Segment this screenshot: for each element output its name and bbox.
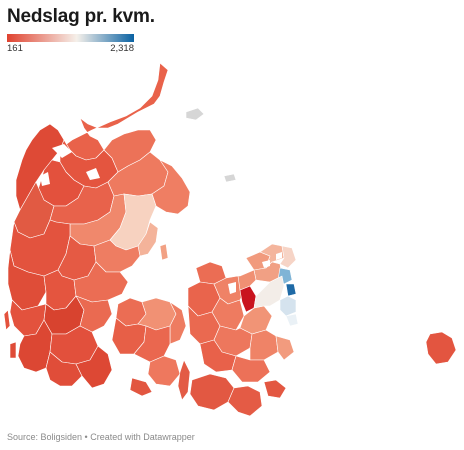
color-legend: 161 2,318 bbox=[7, 34, 134, 54]
legend-labels: 161 2,318 bbox=[7, 42, 134, 54]
region-lolland-falster bbox=[189, 373, 287, 417]
municipality-aero[interactable] bbox=[129, 377, 153, 397]
island-samso[interactable] bbox=[159, 243, 169, 261]
legend-min-label: 161 bbox=[7, 43, 23, 54]
municipality-sonderborg[interactable] bbox=[75, 345, 113, 389]
chart-title: Nedslag pr. kvm. bbox=[7, 6, 155, 27]
lake-isefjord bbox=[228, 282, 236, 294]
municipality-frederikssund[interactable] bbox=[237, 269, 257, 291]
municipality-lolland[interactable] bbox=[189, 373, 235, 411]
lake-limfjord-b bbox=[86, 168, 100, 180]
islands-small bbox=[3, 107, 237, 359]
municipality-mariagerfjord[interactable] bbox=[103, 129, 157, 173]
legend-max-label: 2,318 bbox=[110, 43, 134, 54]
municipality-copenhagen[interactable] bbox=[279, 295, 297, 317]
region-zealand bbox=[187, 243, 299, 383]
municipality-svendborg[interactable] bbox=[147, 355, 181, 387]
municipality-vordingborg[interactable] bbox=[231, 355, 271, 383]
island-anholt[interactable] bbox=[223, 173, 237, 183]
municipality-odder[interactable] bbox=[137, 221, 159, 257]
municipality-djursland[interactable] bbox=[151, 159, 191, 215]
island-laeso[interactable] bbox=[185, 107, 205, 121]
region-jutland bbox=[7, 62, 191, 389]
municipality-amager[interactable] bbox=[285, 313, 299, 327]
municipality-thy[interactable] bbox=[15, 123, 65, 211]
municipality-bornholm[interactable] bbox=[425, 331, 457, 365]
municipality-guldborgsund[interactable] bbox=[227, 385, 263, 417]
lake-esrum bbox=[276, 252, 282, 260]
municipality-langeland[interactable] bbox=[177, 359, 191, 401]
municipality-koge[interactable] bbox=[239, 305, 273, 335]
denmark-map bbox=[3, 62, 457, 417]
municipality-mon[interactable] bbox=[263, 379, 287, 399]
lake-limfjord-c bbox=[40, 172, 50, 186]
lake-limfjord-a bbox=[52, 144, 72, 158]
municipality-nyborg[interactable] bbox=[169, 301, 187, 345]
municipality-faxe[interactable] bbox=[249, 329, 279, 361]
municipality-kolding[interactable] bbox=[75, 295, 113, 333]
municipality-gribskov[interactable] bbox=[259, 243, 285, 269]
island-fano[interactable] bbox=[3, 309, 11, 331]
source-credit: Source: Boligsiden • Created with Datawr… bbox=[7, 432, 195, 442]
municipality-stevns[interactable] bbox=[275, 335, 295, 361]
lake-arresoe bbox=[262, 260, 270, 268]
lakes bbox=[40, 144, 282, 294]
region-fyn bbox=[111, 297, 191, 401]
island-romo[interactable] bbox=[9, 341, 17, 359]
legend-gradient-bar bbox=[7, 34, 134, 42]
municipality-gentofte[interactable] bbox=[285, 283, 297, 297]
municipality-helsingor[interactable] bbox=[279, 245, 297, 269]
